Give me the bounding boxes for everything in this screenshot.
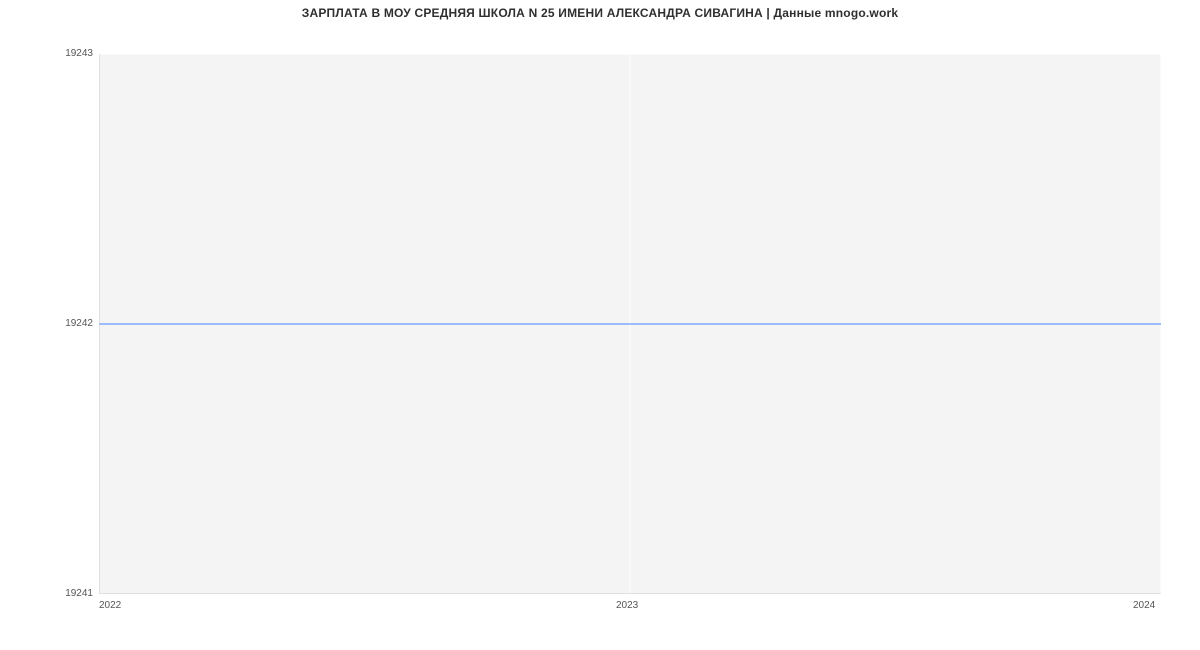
y-tick-label: 19241	[65, 588, 93, 599]
chart-plot-area	[99, 54, 1161, 594]
chart-title: ЗАРПЛАТА В МОУ СРЕДНЯЯ ШКОЛА N 25 ИМЕНИ …	[0, 6, 1200, 20]
x-tick-label: 2023	[616, 600, 638, 611]
y-tick-label: 19242	[65, 318, 93, 329]
x-tick-label: 2024	[1133, 600, 1155, 611]
x-tick-label: 2022	[99, 600, 121, 611]
salary-chart: ЗАРПЛАТА В МОУ СРЕДНЯЯ ШКОЛА N 25 ИМЕНИ …	[0, 0, 1200, 650]
y-tick-label: 19243	[65, 48, 93, 59]
